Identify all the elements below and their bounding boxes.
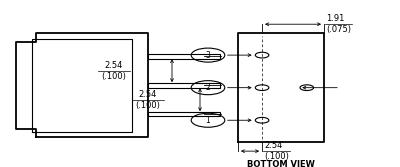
Text: 3: 3 — [206, 51, 210, 60]
Text: 2: 2 — [206, 83, 210, 92]
Text: 2.54: 2.54 — [139, 90, 157, 99]
Text: 1.91: 1.91 — [326, 14, 344, 23]
Text: BOTTOM VIEW: BOTTOM VIEW — [247, 160, 315, 167]
Text: 2.54: 2.54 — [264, 141, 282, 150]
Text: 2.54: 2.54 — [105, 61, 123, 70]
Text: (.100): (.100) — [102, 71, 126, 80]
Text: (.100): (.100) — [264, 152, 289, 161]
Text: 1: 1 — [206, 116, 210, 125]
Text: (.100): (.100) — [136, 101, 160, 110]
Text: (.075): (.075) — [326, 25, 351, 34]
